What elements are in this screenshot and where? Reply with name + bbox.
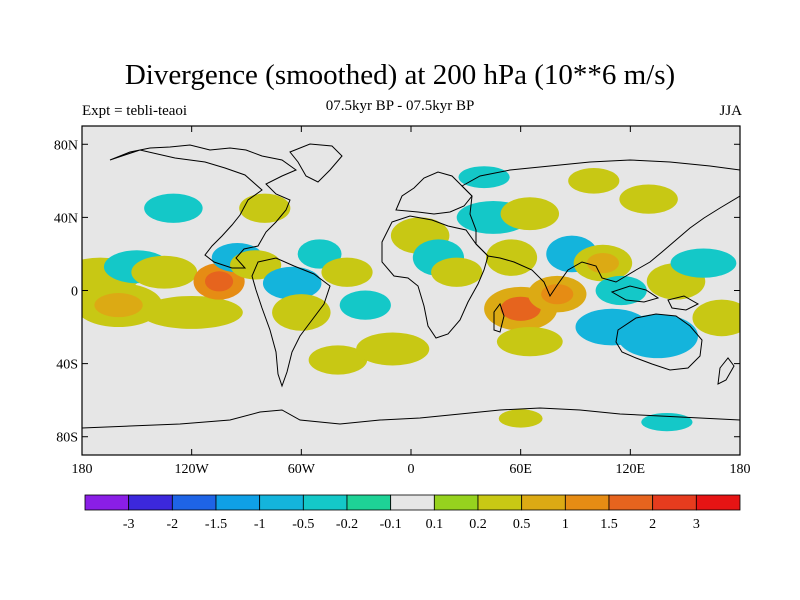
lon-tick-label: 120W <box>175 462 210 477</box>
divergence-region <box>595 275 647 306</box>
plot-subtitle: 07.5kyr BP - 07.5kyr BP <box>325 98 475 114</box>
colorbar-label: -2 <box>166 517 178 532</box>
divergence-region-core <box>205 271 234 292</box>
coastline-south-america <box>251 257 331 388</box>
lat-tick-label: 0 <box>71 285 78 300</box>
coastlines <box>82 143 740 429</box>
divergence-region <box>308 345 368 375</box>
colorbar-swatch <box>390 494 435 511</box>
lon-tick-label: 180 <box>730 462 751 477</box>
divergence-region <box>619 184 678 214</box>
lon-tick-label: 60E <box>509 462 532 477</box>
lat-tick-label: 40N <box>54 211 78 226</box>
divergence-region <box>500 197 560 231</box>
coastline-new-guinea <box>667 295 700 311</box>
divergence-region-core <box>541 284 574 305</box>
colorbar-swatch <box>84 494 130 511</box>
colorbar-swatch <box>564 494 610 511</box>
colorbar-label: -0.5 <box>292 517 314 532</box>
colorbar-swatch <box>302 494 348 511</box>
divergence-region <box>485 239 538 276</box>
divergence-region <box>272 294 331 331</box>
colorbar-swatch <box>695 494 741 511</box>
divergence-region <box>568 168 620 194</box>
colorbar-label: -1.5 <box>205 517 227 532</box>
colorbar-swatch <box>215 494 261 511</box>
colorbar-label: -1 <box>254 517 266 532</box>
colorbar-label: -0.1 <box>380 517 402 532</box>
divergence-region <box>321 257 373 287</box>
colorbar-label: 2 <box>649 517 656 532</box>
experiment-label: Expt = tebli-teaoi <box>82 103 188 119</box>
divergence-region <box>498 409 543 428</box>
coastline-australia <box>615 313 703 371</box>
colorbar-label: -0.2 <box>336 517 358 532</box>
divergence-region <box>140 295 243 329</box>
divergence-region <box>670 248 737 278</box>
map-axes: 80N 40N 0 40S 80S 180 120W 60W 0 60E 120E 180 <box>54 126 751 477</box>
lon-tick-label: 120E <box>616 462 646 477</box>
divergence-region <box>356 332 430 366</box>
season-label: JJA <box>719 103 742 119</box>
divergence-region-core <box>94 293 143 318</box>
colorbar: -3 -2 -1.5 -1 -0.5 -0.2 -0.1 0.1 0.2 0.5 1 1.5 2 3 <box>84 494 741 532</box>
coastline-asia <box>461 159 740 298</box>
colorbar-swatch <box>433 494 479 511</box>
divergence-region <box>641 412 693 432</box>
divergence-region-core <box>500 296 541 321</box>
colorbar-label: 0.5 <box>513 517 531 532</box>
colorbar-swatch <box>128 494 173 511</box>
colorbar-swatch <box>259 494 304 511</box>
colorbar-label: 0.1 <box>426 517 444 532</box>
coastline-new-zealand <box>717 357 735 385</box>
colorbar-label: -3 <box>123 517 135 532</box>
lon-tick-label: 60W <box>288 462 316 477</box>
divergence-region <box>339 290 391 320</box>
plot-title: Divergence (smoothed) at 200 hPa (10**6 … <box>124 59 676 91</box>
colorbar-label: 1 <box>562 517 569 532</box>
coastline-greenland <box>289 143 343 183</box>
colorbar-swatch <box>608 494 654 511</box>
coastline-africa <box>381 215 489 339</box>
colorbar-swatch <box>477 494 523 511</box>
coastline-indonesia <box>610 285 660 303</box>
colorbar-label: 0.2 <box>469 517 487 532</box>
lat-tick-label: 80N <box>54 138 78 153</box>
divergence-region <box>458 166 510 189</box>
coastline-north-america <box>109 144 298 269</box>
divergence-field <box>82 166 740 432</box>
divergence-region <box>692 299 740 337</box>
divergence-region-core <box>586 253 620 274</box>
lon-tick-label: 0 <box>408 462 415 477</box>
divergence-region <box>239 193 291 223</box>
divergence-region <box>230 250 282 280</box>
lon-tick-label: 180 <box>72 462 93 477</box>
colorbar-swatch <box>346 494 392 511</box>
divergence-region <box>144 193 203 223</box>
colorbar-swatch <box>652 494 697 511</box>
divergence-region <box>431 257 483 287</box>
lat-tick-label: 40S <box>56 358 78 373</box>
colorbar-swatch <box>171 494 217 511</box>
colorbar-label: 1.5 <box>600 517 618 532</box>
lat-tick-label: 80S <box>56 431 78 446</box>
colorbar-label: 3 <box>693 517 700 532</box>
divergence-region <box>131 255 198 289</box>
coastline-antarctica <box>82 407 740 429</box>
colorbar-swatch <box>521 494 566 511</box>
divergence-region-core <box>276 274 309 293</box>
divergence-region <box>496 327 563 357</box>
coastline-madagascar <box>493 302 505 333</box>
divergence-region-core <box>635 324 680 349</box>
